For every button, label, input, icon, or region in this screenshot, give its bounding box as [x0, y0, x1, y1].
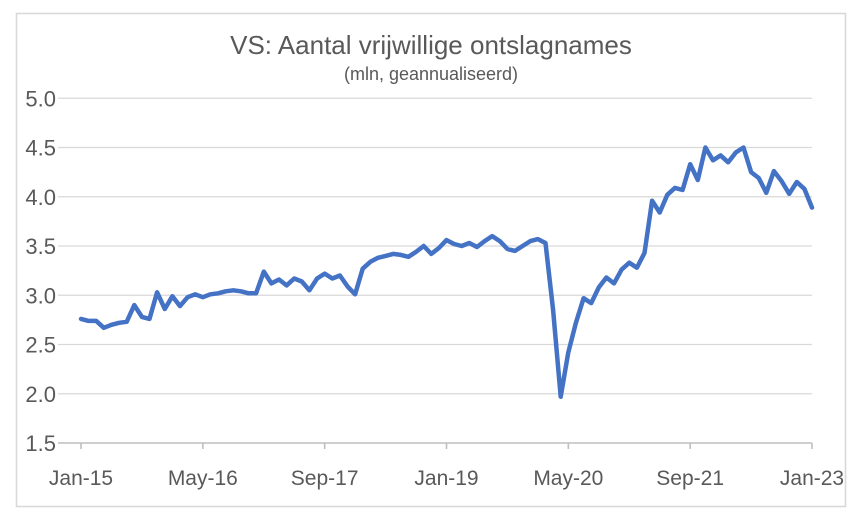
y-axis-label: 2.5 [25, 333, 56, 358]
x-axis-label: May-20 [533, 467, 603, 490]
y-axis-label: 5.0 [25, 86, 56, 111]
y-axis-label: 3.5 [25, 234, 56, 259]
y-axis-label: 2.0 [25, 382, 56, 407]
chart-title: VS: Aantal vrijwillige ontslagnames [230, 30, 632, 60]
y-axis-label: 3.0 [25, 283, 56, 308]
x-axis-label: Jan-15 [49, 467, 113, 490]
y-axis-label: 1.5 [25, 431, 56, 456]
x-axis-label: May-16 [168, 467, 238, 490]
x-axis-label: Jan-23 [780, 467, 844, 490]
x-axis-label: Jan-19 [414, 467, 478, 490]
x-axis-label: Sep-21 [656, 467, 724, 490]
x-axis-label: Sep-17 [291, 467, 359, 490]
y-axis-label: 4.0 [25, 185, 56, 210]
chart-border [15, 12, 847, 508]
y-axis-label: 4.5 [25, 136, 56, 161]
data-line-quits [78, 145, 815, 399]
chart-subtitle: (mln, geannualiseerd) [343, 64, 519, 84]
